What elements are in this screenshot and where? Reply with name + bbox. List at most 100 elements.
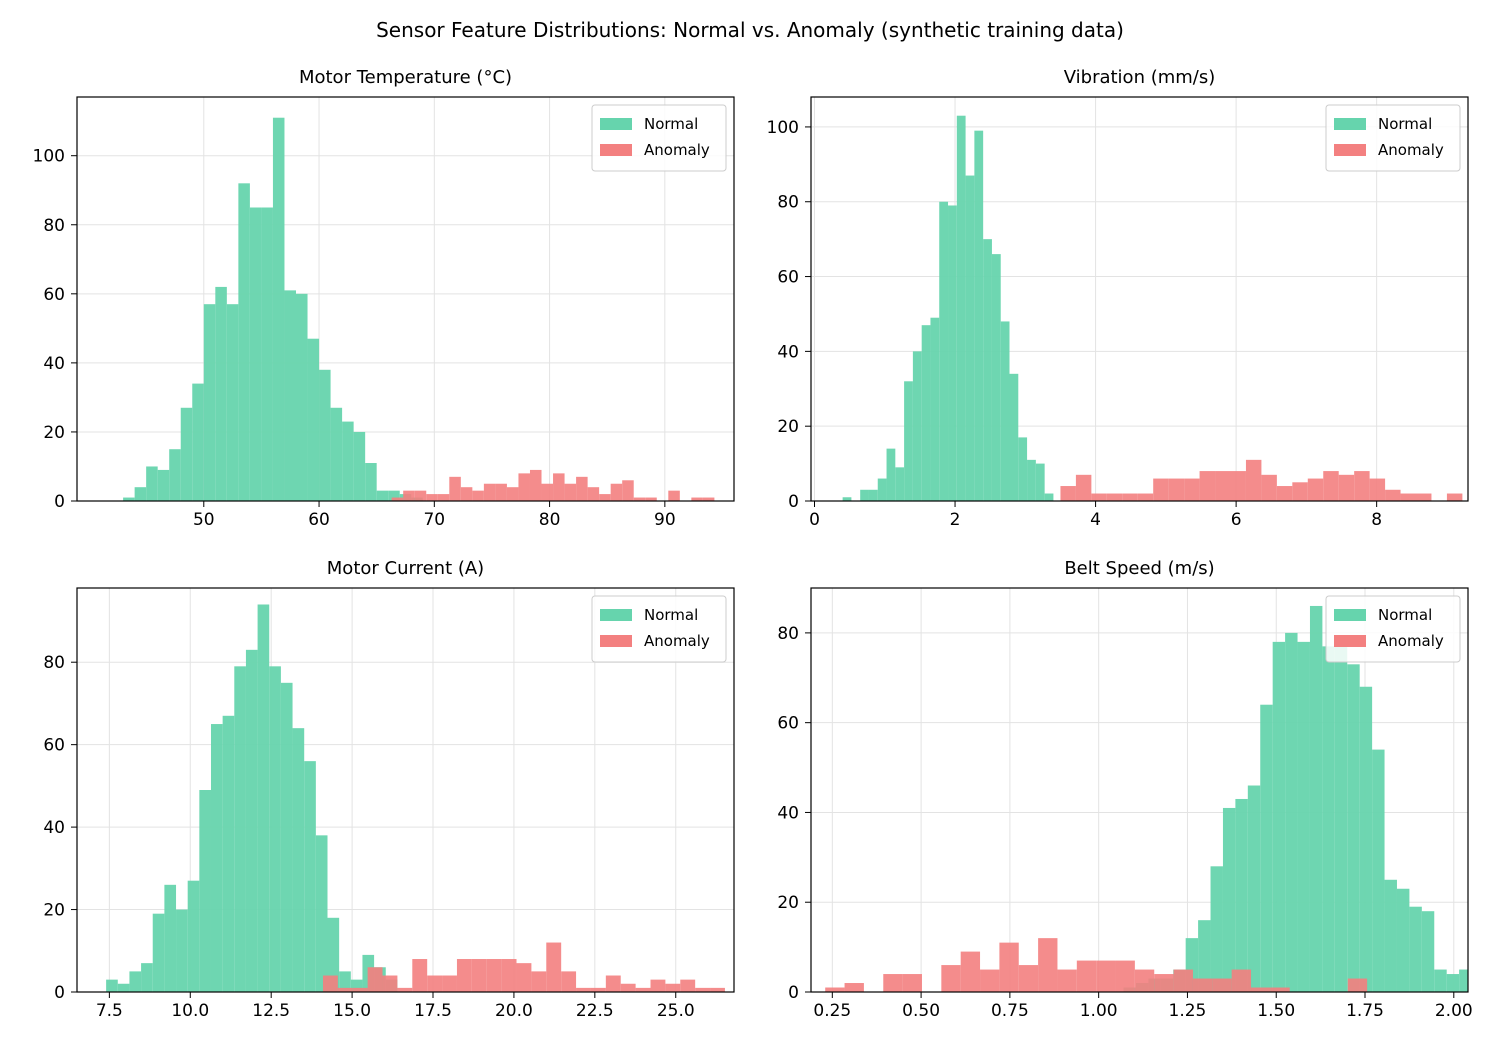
- x-tick-label: 1.75: [1346, 1001, 1384, 1021]
- x-tick-label: 1.50: [1257, 1001, 1295, 1021]
- anomaly-bar: [1347, 978, 1368, 992]
- anomaly-bar: [495, 483, 507, 501]
- normal-bar: [292, 728, 305, 992]
- normal-bar: [1322, 646, 1335, 992]
- anomaly-bar: [1446, 493, 1463, 501]
- y-tick-label: 20: [777, 893, 799, 913]
- anomaly-bar: [1323, 471, 1339, 501]
- anomaly-bar: [650, 979, 666, 992]
- normal-bar: [296, 293, 308, 501]
- normal-bar: [1260, 704, 1273, 992]
- normal-bar: [117, 983, 130, 992]
- x-tick-label: 0.25: [813, 1001, 851, 1021]
- anomaly-bar: [1416, 493, 1432, 501]
- y-tick-label: 60: [43, 285, 65, 305]
- normal-bar: [1459, 969, 1468, 992]
- anomaly-bar: [576, 987, 591, 992]
- anomaly-bar: [1400, 493, 1417, 501]
- anomaly-bar: [541, 483, 554, 501]
- anomaly-bar: [564, 483, 577, 501]
- legend-label-normal: Normal: [644, 606, 698, 624]
- bars-group: [842, 115, 1463, 501]
- axes-frame: [810, 587, 1469, 993]
- anomaly-bar: [518, 473, 530, 501]
- anomaly-bar: [1060, 486, 1076, 501]
- panel-motor-current: 7.5 10.0 12.5 15.0 17.5 20.0 22.5 25.0 0 20 40 60 80…: [43, 558, 735, 1021]
- anomaly-bar: [844, 983, 864, 992]
- y-tick-label: 80: [777, 193, 799, 213]
- normal-bar: [1359, 686, 1373, 992]
- subplot-title: Belt Speed (m/s): [1064, 558, 1214, 579]
- x-tick-label: 8: [1371, 510, 1382, 530]
- normal-bar: [868, 489, 878, 501]
- anomaly-bar: [1075, 474, 1092, 501]
- anomaly-bar: [1192, 978, 1213, 992]
- y-tick-label: 20: [43, 423, 65, 443]
- anomaly-bar: [529, 469, 542, 501]
- anomaly-bar: [710, 987, 725, 992]
- normal-bar: [319, 369, 331, 501]
- x-tick-label: 4: [1090, 510, 1101, 530]
- normal-bar: [327, 917, 340, 992]
- normal-bar: [1472, 979, 1484, 992]
- x-tick-label: 10.0: [171, 1001, 209, 1021]
- anomaly-bar: [561, 971, 577, 992]
- x-tick-label: 2: [950, 510, 961, 530]
- anomaly-bar: [1184, 478, 1200, 501]
- legend-swatch-normal: [600, 118, 632, 130]
- normal-bar: [350, 979, 363, 992]
- anomaly-bar: [1338, 474, 1355, 501]
- normal-bar: [956, 115, 966, 501]
- normal-bar: [1018, 437, 1028, 501]
- normal-bar: [1421, 911, 1435, 992]
- anomaly-bar: [472, 490, 484, 501]
- anomaly-bar: [1251, 987, 1271, 992]
- y-tick-label: 80: [777, 624, 799, 644]
- x-tick-label: 2.00: [1435, 1001, 1473, 1021]
- normal-bar: [921, 325, 931, 501]
- normal-bar: [176, 909, 188, 992]
- normal-bar: [164, 884, 177, 992]
- anomaly-bar: [620, 983, 636, 992]
- normal-bar: [169, 449, 181, 501]
- normal-bar: [877, 478, 887, 501]
- anomaly-bar: [587, 487, 600, 501]
- normal-bar: [157, 469, 170, 501]
- normal-bar: [1309, 605, 1323, 992]
- normal-bar: [948, 205, 957, 501]
- normal-bar: [330, 407, 343, 501]
- normal-bar: [1198, 920, 1211, 992]
- anomaly-bar: [635, 987, 651, 992]
- normal-bar: [930, 317, 940, 501]
- anomaly-bar: [516, 963, 532, 992]
- y-tick-label: 40: [43, 818, 65, 838]
- normal-bar: [1434, 969, 1447, 992]
- legend-label-normal: Normal: [1378, 115, 1432, 133]
- normal-bar: [257, 604, 270, 992]
- normal-bar: [1297, 641, 1310, 992]
- anomaly-bar: [486, 959, 502, 992]
- legend-label-anomaly: Anomaly: [1378, 141, 1444, 159]
- anomaly-bar: [1115, 960, 1135, 992]
- normal-bar: [860, 489, 869, 501]
- anomaly-bar: [501, 959, 517, 992]
- y-tick-label: 0: [54, 492, 65, 512]
- normal-bar: [1027, 459, 1036, 501]
- x-tick-label: 15.0: [333, 1001, 371, 1021]
- anomaly-bar: [322, 975, 338, 992]
- legend-label-anomaly: Anomaly: [644, 632, 710, 650]
- normal-bar: [226, 304, 239, 501]
- anomaly-bar: [610, 483, 623, 501]
- x-tick-label: 60: [308, 510, 330, 530]
- anomaly-bar: [1134, 969, 1155, 992]
- normal-bar: [1347, 664, 1360, 992]
- normal-bar: [1210, 866, 1223, 992]
- anomaly-bar: [825, 987, 845, 992]
- normal-bar: [912, 351, 922, 501]
- x-tick-label: 0: [809, 510, 820, 530]
- y-tick-label: 0: [788, 983, 799, 1003]
- anomaly-bar: [680, 979, 696, 992]
- y-tick-label: 100: [767, 118, 799, 138]
